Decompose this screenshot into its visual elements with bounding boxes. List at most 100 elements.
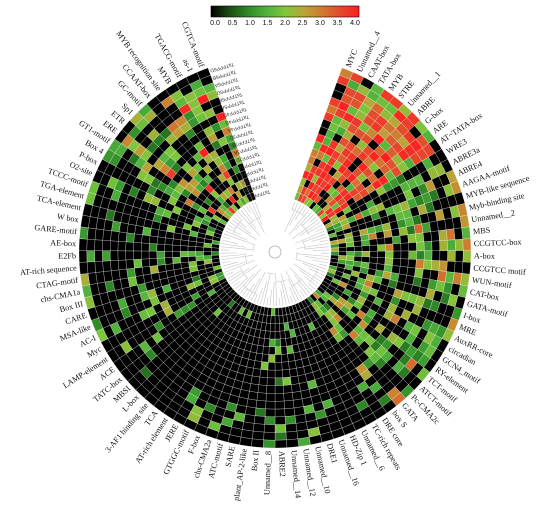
heatmap-cells [78, 67, 472, 449]
gene-labels: TaTFPP1ATaTFPP1BTaTFPP1DTaTFPP2ATaTFPP2B… [209, 61, 271, 201]
heatmap-cell [391, 265, 401, 275]
dendrogram-branch [294, 274, 310, 294]
dendrogram-branch [231, 219, 252, 235]
heatmap-cell [286, 438, 299, 448]
motif-label: Box II [250, 449, 261, 471]
dendrogram-branch [280, 289, 284, 306]
heatmap-cell [459, 214, 470, 228]
heatmap-cell [263, 424, 276, 433]
heatmap-cell [400, 250, 409, 260]
heatmap-cell [203, 246, 212, 252]
heatmap-cell [133, 258, 143, 269]
heatmap-cell [354, 245, 363, 252]
heatmap-cell [86, 239, 96, 251]
heatmap-cell [430, 230, 440, 242]
dendrogram-branch [245, 206, 251, 214]
heatmap-cell [361, 245, 371, 252]
heatmap-cell [79, 261, 89, 275]
heatmap-cell [429, 269, 439, 281]
dendrogram-arc [267, 272, 276, 275]
colorbar-tick-label: 2.0 [280, 20, 290, 27]
heatmap-cell [345, 241, 355, 248]
dendrogram-branch [295, 230, 325, 244]
heatmap-cell [438, 260, 448, 272]
heatmap-cell [266, 377, 276, 386]
heatmap-cell [126, 267, 136, 279]
heatmap-cell [134, 267, 144, 277]
colorbar-tick-label: 0.5 [228, 20, 238, 27]
heatmap-cell [407, 258, 417, 269]
motif-label: ABRE2 [277, 451, 287, 477]
heatmap-cell [118, 268, 129, 280]
heatmap-cell [94, 228, 104, 241]
dendrogram-branch [250, 271, 266, 301]
dendrogram-branch [295, 258, 327, 270]
heatmap-cell [156, 236, 166, 245]
heatmap-cell [293, 406, 306, 416]
motif-label: Unnamed__14 [289, 450, 302, 499]
heatmap-cell [274, 323, 280, 332]
heatmap-cell [179, 245, 189, 252]
heatmap-cell [142, 226, 152, 236]
heatmap-cell [392, 258, 401, 267]
heatmap-cell [454, 261, 464, 274]
dendrogram-branch [308, 283, 315, 290]
heatmap-cell [211, 247, 220, 252]
heatmap-cell [255, 400, 267, 409]
heatmap-cell [290, 375, 300, 385]
heatmap-cell [126, 223, 137, 234]
dendrogram-branch [222, 261, 239, 267]
colorbar-tick-label: 4.0 [350, 20, 360, 27]
heatmap-cell [259, 369, 268, 378]
heatmap-cell [86, 261, 96, 274]
dendrogram-branch [301, 207, 307, 215]
dendrogram-branch [235, 214, 243, 221]
heatmap-cell [268, 354, 276, 363]
heatmap-cell [246, 398, 258, 409]
heatmap-cell [148, 250, 158, 259]
heatmap-cell [267, 362, 276, 371]
heatmap-cell [279, 330, 286, 340]
motif-label: W box [56, 212, 79, 224]
dendrogram-root [268, 245, 282, 259]
heatmap-cell [376, 237, 386, 246]
heatmap-cell [338, 242, 347, 248]
heatmap-cell [416, 241, 425, 252]
heatmap-cell [257, 384, 268, 394]
dendrogram-branch [302, 263, 326, 273]
heatmap-cell [196, 67, 211, 80]
heatmap-cell [187, 256, 197, 263]
dendrogram-branch [229, 221, 257, 241]
heatmap-cell [286, 345, 294, 355]
heatmap-cell [263, 338, 270, 347]
dendrogram-branch [240, 209, 257, 229]
dendrogram-branch [243, 207, 254, 222]
heatmap-cell [462, 238, 472, 251]
heatmap-cell [377, 251, 386, 258]
heatmap-cell [172, 256, 181, 264]
dendrogram-branch [273, 281, 275, 306]
heatmap-cell [262, 439, 276, 449]
heatmap-cell [446, 228, 456, 241]
heatmap-cell [281, 353, 289, 363]
heatmap-cell [390, 228, 401, 237]
dendrogram-branch [254, 201, 262, 217]
colorbar-tick-label: 3.0 [315, 20, 325, 27]
motif-label: MBS [473, 226, 492, 237]
dendrogram-arc [276, 279, 287, 283]
dendrogram-arc [244, 252, 248, 264]
heatmap-cell [297, 436, 311, 447]
dendrogram-branch [275, 273, 277, 306]
heatmap-cell [254, 407, 266, 417]
heatmap-cell [172, 251, 181, 258]
dendrogram-branch [263, 273, 271, 305]
heatmap-cell [102, 229, 112, 241]
heatmap-cell [421, 268, 432, 280]
heatmap-cell [338, 246, 347, 252]
heatmap-cell [78, 250, 88, 263]
heatmap-cell [164, 244, 173, 252]
heatmap-cell [274, 338, 281, 348]
heatmap-cell [288, 360, 297, 370]
dendrogram-branch [242, 288, 248, 296]
heatmap-cell [284, 415, 297, 425]
